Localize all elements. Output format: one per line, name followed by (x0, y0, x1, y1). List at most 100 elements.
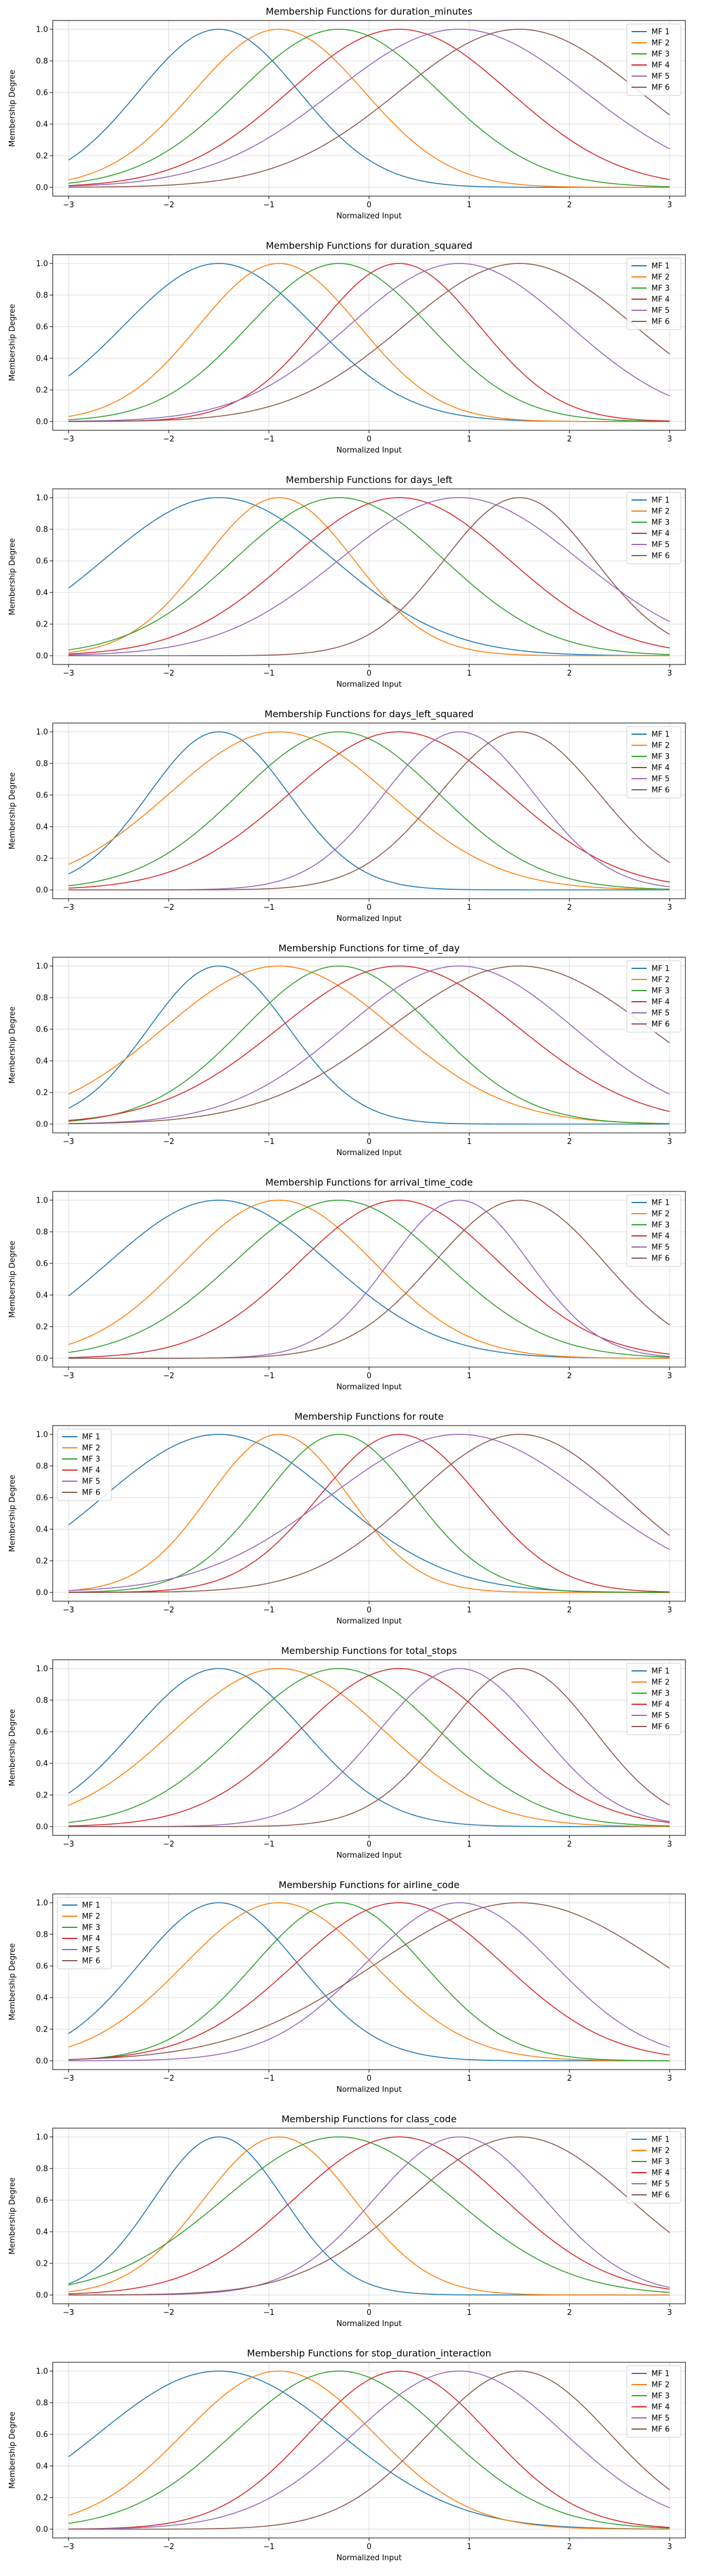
legend-entry-mf-5: MF 5 (651, 541, 670, 550)
y-axis-label: Membership Degree (8, 2177, 17, 2255)
series-line-mf-5 (68, 497, 670, 656)
x-tick-label: 0 (367, 1372, 371, 1381)
x-tick-label: 3 (667, 435, 672, 444)
x-tick-label: −2 (163, 2543, 174, 2551)
x-tick-label: 0 (367, 201, 371, 210)
y-tick-label: 0.0 (36, 2057, 48, 2066)
y-axis-label: Membership Degree (8, 304, 17, 381)
chart-panel-10: −3 −2 −1 0 1 2 3 0.0 0.2 0.4 0.6 0.8 1.0 Membership F… (8, 2113, 686, 2328)
x-tick-label: −1 (263, 2308, 274, 2317)
legend-entry-mf-1: MF 1 (651, 965, 670, 974)
series-line-mf-3 (68, 497, 670, 655)
series-line-mf-6 (68, 2136, 670, 2296)
legend-box (626, 2131, 681, 2204)
chart-panel-3: −3 −2 −1 0 1 2 3 0.0 0.2 0.4 0.6 0.8 1.0 Membership F… (8, 474, 686, 689)
x-tick-label: 2 (567, 2308, 572, 2317)
x-tick-label: 1 (467, 2074, 472, 2083)
y-tick-label: 0.2 (36, 152, 48, 161)
x-tick-label: 2 (567, 1840, 572, 1849)
y-tick-label: 0.2 (36, 621, 48, 629)
y-tick-label: 0.4 (36, 355, 48, 364)
y-axis-label: Membership Degree (8, 1241, 17, 1318)
y-axis-label: Membership Degree (8, 538, 17, 615)
legend-entry-mf-2: MF 2 (651, 742, 670, 751)
legend-entry-mf-6: MF 6 (82, 1489, 100, 1498)
legend: MF 1 MF 2 MF 3 MF 4 MF 5 MF 6 (626, 1194, 681, 1267)
legend-entry-mf-2: MF 2 (651, 2381, 670, 2390)
y-tick-label: 0.6 (36, 792, 48, 800)
legend: MF 1 MF 2 MF 3 MF 4 MF 5 MF 6 (57, 1897, 112, 1969)
x-axis-label: Normalized Input (336, 1851, 402, 1860)
x-tick-label: −1 (263, 1840, 274, 1849)
x-tick-label: −3 (63, 1606, 74, 1615)
x-tick-label: −1 (263, 1606, 274, 1615)
series-line-mf-4 (68, 2371, 670, 2530)
series-line-mf-2 (68, 497, 670, 656)
x-tick-label: 1 (467, 201, 472, 210)
y-tick-label: 1.0 (36, 1197, 48, 1205)
y-tick-label: 0.0 (36, 886, 48, 895)
y-tick-label: 0.4 (36, 589, 48, 598)
legend-box (626, 23, 681, 96)
legend-entry-mf-3: MF 3 (651, 1690, 670, 1698)
legend-entry-mf-1: MF 1 (651, 496, 670, 505)
chart-panel-8: −3 −2 −1 0 1 2 3 0.0 0.2 0.4 0.6 0.8 1.0 Membership F… (8, 1645, 686, 1860)
y-tick-label: 0.6 (36, 1260, 48, 1269)
x-tick-label: 0 (367, 903, 371, 912)
series-line-mf-3 (68, 29, 670, 187)
y-tick-label: 0.4 (36, 1760, 48, 1769)
y-tick-label: 0.4 (36, 1057, 48, 1066)
x-tick-label: −3 (63, 903, 74, 912)
x-tick-label: −3 (63, 1138, 74, 1146)
legend-entry-mf-5: MF 5 (651, 307, 670, 316)
chart-title: Membership Functions for time_of_day (278, 943, 460, 954)
y-tick-label: 0.6 (36, 1494, 48, 1503)
y-tick-label: 0.2 (36, 386, 48, 395)
series-line-mf-1 (68, 497, 670, 656)
series-line-mf-1 (68, 1668, 670, 1827)
y-tick-label: 0.6 (36, 1026, 48, 1034)
legend-box (626, 492, 681, 564)
series-line-mf-4 (68, 2136, 670, 2294)
legend-entry-mf-2: MF 2 (651, 1210, 670, 1219)
y-tick-label: 0.0 (36, 652, 48, 661)
series-line-mf-3 (68, 1200, 670, 1358)
x-tick-label: −3 (63, 669, 74, 678)
legend-entry-mf-5: MF 5 (651, 1712, 670, 1721)
series-line-mf-2 (68, 263, 670, 422)
chart-title: Membership Functions for duration_minute… (266, 6, 473, 18)
series-line-mf-1 (68, 2371, 670, 2530)
x-tick-label: 0 (367, 2308, 371, 2317)
legend-box (57, 1429, 112, 1501)
y-tick-label: 0.0 (36, 1355, 48, 1364)
legend: MF 1 MF 2 MF 3 MF 4 MF 5 MF 6 (626, 2365, 681, 2438)
legend: MF 1 MF 2 MF 3 MF 4 MF 5 MF 6 (626, 2131, 681, 2204)
x-tick-label: 2 (567, 2074, 572, 2083)
y-tick-label: 0.6 (36, 2431, 48, 2440)
y-tick-label: 0.4 (36, 823, 48, 832)
x-tick-label: −1 (263, 2543, 274, 2551)
legend-entry-mf-1: MF 1 (651, 1199, 670, 1208)
x-tick-label: −2 (163, 201, 174, 210)
legend-entry-mf-3: MF 3 (82, 1455, 100, 1464)
series-line-mf-4 (68, 965, 670, 1121)
y-tick-label: 0.8 (36, 2165, 48, 2174)
chart-panel-5: −3 −2 −1 0 1 2 3 0.0 0.2 0.4 0.6 0.8 1.0 Membership F… (8, 943, 686, 1157)
legend-entry-mf-6: MF 6 (82, 1957, 100, 1966)
x-tick-label: 1 (467, 435, 472, 444)
legend-box (626, 258, 681, 330)
legend-box (626, 960, 681, 1033)
legend: MF 1 MF 2 MF 3 MF 4 MF 5 MF 6 (57, 1429, 112, 1501)
series-line-mf-4 (68, 1434, 670, 1593)
x-tick-label: −1 (263, 1138, 274, 1146)
y-tick-label: 1.0 (36, 494, 48, 503)
x-tick-label: 0 (367, 1840, 371, 1849)
series-line-mf-3 (68, 1902, 670, 2061)
y-tick-label: 0.6 (36, 1728, 48, 1737)
legend-entry-mf-4: MF 4 (651, 1701, 670, 1710)
y-tick-label: 0.6 (36, 2197, 48, 2205)
y-axis-label: Membership Degree (8, 1709, 17, 1786)
legend-entry-mf-4: MF 4 (651, 61, 670, 70)
legend-entry-mf-4: MF 4 (651, 2403, 670, 2412)
x-tick-label: 0 (367, 2543, 371, 2551)
